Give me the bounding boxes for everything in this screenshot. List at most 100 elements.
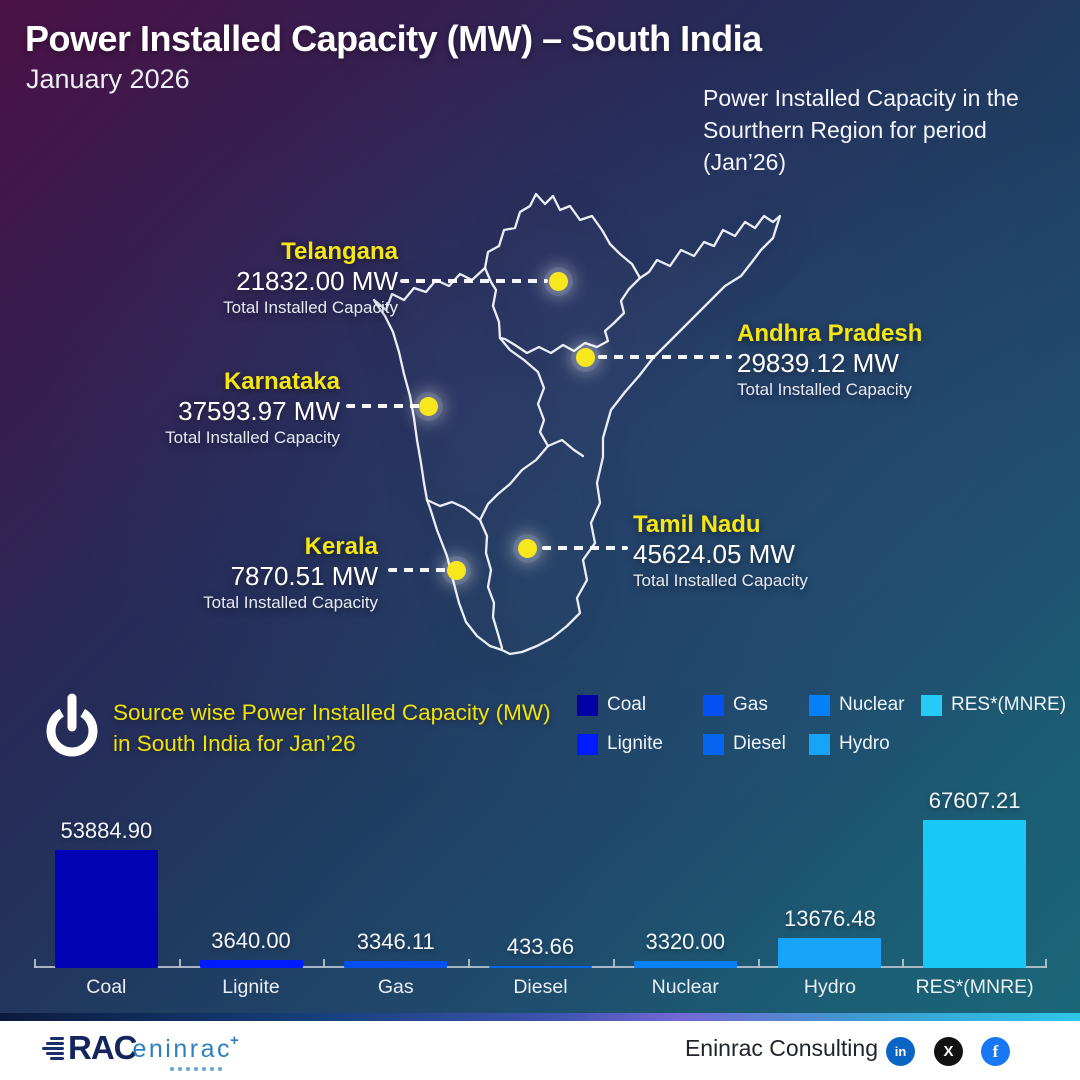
bar-res-mnre- [923,820,1027,968]
marker-tamil-nadu [518,539,537,558]
legend-item-lignite: Lignite [577,733,703,755]
state-value: 7870.51 MW [230,561,378,591]
legend-swatch [703,733,724,755]
connector-kerala [388,568,446,572]
marker-andhra-pradesh [576,348,595,367]
state-caption: Total Installed Capacity [165,428,340,447]
bar-hydro [778,938,882,968]
bar-diesel [489,966,592,968]
state-caption: Total Installed Capacity [633,571,808,590]
source-heading: Source wise Power Installed Capacity (MW… [113,697,551,759]
bar-value-label: 3320.00 [645,929,725,954]
bar-lignite [199,960,303,968]
state-name: Telangana [281,238,398,265]
header-note: Power Installed Capacity in the Sourther… [703,85,1019,175]
axis-tick [178,959,181,968]
linkedin-icon[interactable]: in [886,1037,915,1066]
linkedin-glyph: in [894,1044,907,1059]
source-heading-line2: in South India for Jan’26 [113,731,356,756]
legend-swatch [809,694,830,716]
legend-label: Hydro [839,733,890,754]
logo-rac-text: RAC [68,1029,137,1066]
bar-value-label: 3346.11 [356,929,435,954]
border-karnataka-east [483,266,550,448]
legend-swatch [577,694,598,716]
state-caption: Total Installed Capacity [203,593,378,612]
state-caption: Total Installed Capacity [223,298,398,317]
state-value: 21832.00 MW [236,266,398,296]
label-telangana: Telangana 21832.00 MW Total Installed Ca… [150,238,398,318]
border-andhra-tamilnadu [546,438,585,458]
footer-gradient-bar [0,1013,1080,1021]
axis-tick [1045,959,1047,968]
label-kerala: Kerala 7870.51 MW Total Installed Capaci… [130,533,378,613]
state-name: Tamil Nadu [633,511,761,538]
legend-swatch [809,733,830,755]
connector-telangana [400,279,548,283]
legend-swatch [703,694,724,716]
logo-dots [170,1067,222,1071]
legend-label: Diesel [733,733,786,754]
state-name: Karnataka [223,368,340,395]
legend: Coal Gas Nuclear RES*(MNRE) Lignite Diesel Hyd… [577,694,1066,755]
legend-swatch [577,733,598,755]
state-name: Andhra Pradesh [737,320,923,347]
company-name: Eninrac Consulting [684,1035,878,1061]
bar-category-label: Hydro [803,976,856,998]
power-icon [46,693,98,757]
footer: RAC eninrac + Eninrac Consulting in X f [0,1021,1080,1080]
connector-tamil-nadu [542,546,628,550]
logo-plus: + [230,1031,239,1049]
marker-kerala [447,561,466,580]
label-tamil-nadu: Tamil Nadu 45624.05 MW Total Installed C… [633,511,893,591]
bar-category-label: Lignite [222,976,280,998]
legend-label: Lignite [607,733,663,754]
page-title: Power Installed Capacity (MW) – South In… [25,18,762,59]
legend-item-coal: Coal [577,694,703,716]
map-outline [372,192,782,656]
label-karnataka: Karnataka 37593.97 MW Total Installed Ca… [95,368,340,448]
legend-item-nuclear: Nuclear [809,694,921,716]
legend-label: Nuclear [839,694,905,715]
bar-value-label: 433.66 [506,934,575,959]
bar-value-label: 67607.21 [928,788,1021,813]
facebook-icon[interactable]: f [981,1037,1010,1066]
south-india-map [372,192,782,656]
bar-nuclear [633,961,737,968]
legend-swatch [921,694,942,716]
logo-bars-icon [42,1036,64,1060]
logo-eninrac-text: eninrac [132,1034,232,1063]
x-glyph: X [943,1043,954,1060]
legend-label: Gas [733,694,768,715]
bar-value-label: 53884.90 [60,818,153,843]
bar-coal [54,850,158,968]
legend-label: RES*(MNRE) [951,694,1067,715]
legend-label: Coal [607,694,647,715]
state-caption: Total Installed Capacity [737,380,912,399]
state-value: 29839.12 MW [737,348,899,378]
bar-category-label: Gas [377,976,414,998]
axis-tick [468,959,471,968]
border-kerala-tamilnadu [478,518,504,650]
bar-gas [344,961,448,968]
legend-item-diesel: Diesel [703,733,809,755]
x-icon[interactable]: X [934,1037,963,1066]
legend-item-gas: Gas [703,694,809,716]
bar-category-label: Diesel [513,976,568,998]
axis-tick [34,959,36,968]
bar-category-label: Coal [86,976,127,998]
state-value: 45624.05 MW [633,539,795,569]
axis-tick [323,959,326,968]
state-name: Kerala [304,533,378,560]
bar-chart: 53884.90 Coal 3640.00 Lignite 3346.11 Gas 433.… [34,780,1047,1010]
border-karnataka-tamilnadu [478,444,550,522]
facebook-glyph: f [992,1041,999,1061]
marker-telangana [549,272,568,291]
connector-karnataka [346,404,422,408]
legend-item-res-mnre-: RES*(MNRE) [921,694,1066,716]
axis-tick [612,959,615,968]
source-heading-line1: Source wise Power Installed Capacity (MW… [113,700,551,725]
bar-value-label: 13676.48 [784,906,876,931]
bar-category-label: Nuclear [651,976,719,998]
